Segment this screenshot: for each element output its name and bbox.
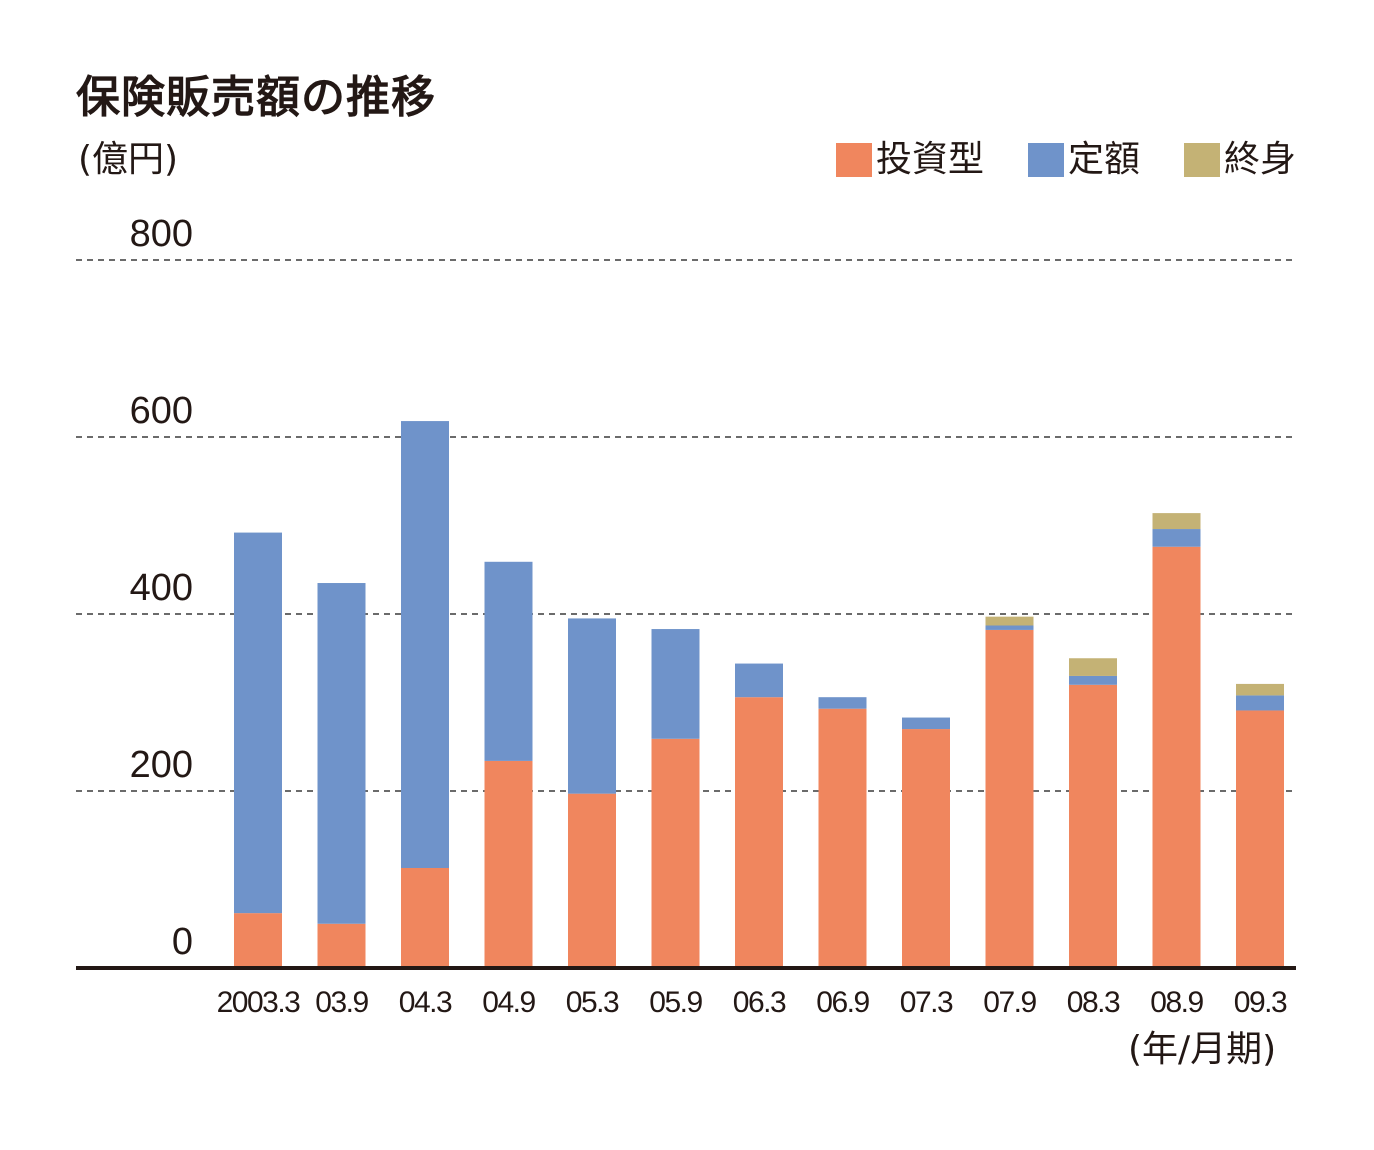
bar-segment-investment xyxy=(484,760,533,968)
bar-segment-fixed xyxy=(1236,695,1284,711)
legend-swatch-fixed xyxy=(1027,142,1064,177)
bar-segment-investment xyxy=(651,738,700,968)
x-tick-label: 09.3 xyxy=(1234,986,1287,1019)
y-tick-label: 600 xyxy=(130,390,193,432)
legend-label-investment: 投資型 xyxy=(875,139,984,180)
bar-segment-fixed xyxy=(317,583,366,924)
x-axis-ticks: 2003.3 03.9 04.3 04.9 05.3 05.9 06.3 06.9 07.3 07… xyxy=(217,986,1289,1019)
bar-segment-fixed xyxy=(651,629,700,739)
y-axis-unit: (億円) xyxy=(78,139,179,180)
legend-item-fixed: 定額 xyxy=(1027,139,1140,180)
bar-segment-whole-life xyxy=(1069,658,1117,676)
x-tick-label: 07.3 xyxy=(900,986,953,1019)
x-tick-label: 2003.3 xyxy=(217,986,301,1019)
x-tick-label: 05.3 xyxy=(566,986,619,1019)
x-tick-label: 06.3 xyxy=(733,986,786,1019)
bar-segment-investment xyxy=(401,867,449,968)
legend: 投資型 定額 終身 xyxy=(835,139,1296,180)
y-axis-ticks: 0 200 400 600 800 xyxy=(130,213,193,963)
x-tick-label: 07.9 xyxy=(983,986,1036,1019)
bar-segment-fixed xyxy=(985,625,1034,630)
legend-item-whole-life: 終身 xyxy=(1183,139,1296,180)
x-tick-label: 08.9 xyxy=(1150,986,1203,1019)
legend-swatch-investment xyxy=(835,142,872,177)
y-tick-label: 800 xyxy=(130,213,193,255)
x-axis-unit: (年/月期) xyxy=(1128,1029,1277,1070)
bar-segment-investment xyxy=(1152,546,1201,968)
bar-segment-whole-life xyxy=(985,616,1034,626)
bars xyxy=(234,421,1284,968)
bar-segment-investment xyxy=(1236,710,1284,968)
bar-segment-fixed xyxy=(735,663,783,698)
bar-segment-investment xyxy=(1069,684,1117,968)
chart-title: 保険販売額の推移 xyxy=(76,72,436,123)
x-tick-label: 05.9 xyxy=(649,986,702,1019)
bar-segment-investment xyxy=(317,923,366,968)
y-tick-label: 0 xyxy=(172,921,193,963)
x-tick-label: 04.3 xyxy=(399,986,452,1019)
bar-segment-fixed xyxy=(484,561,533,761)
y-tick-label: 200 xyxy=(130,744,193,786)
bar-segment-fixed xyxy=(818,697,867,709)
x-tick-label: 03.9 xyxy=(315,986,368,1019)
bar-segment-fixed xyxy=(1069,675,1117,685)
legend-label-fixed: 定額 xyxy=(1067,139,1140,180)
bar-segment-investment xyxy=(234,913,282,968)
x-tick-label: 06.9 xyxy=(816,986,869,1019)
x-tick-label: 04.9 xyxy=(482,986,535,1019)
bar-segment-investment xyxy=(902,729,950,968)
bar-segment-investment xyxy=(735,697,783,968)
legend-swatch-whole-life xyxy=(1183,142,1220,177)
bar-segment-whole-life xyxy=(1236,683,1284,696)
legend-label-whole-life: 終身 xyxy=(1223,139,1296,180)
legend-item-investment: 投資型 xyxy=(835,139,984,180)
bar-segment-investment xyxy=(985,629,1034,968)
bar-segment-fixed xyxy=(401,421,449,868)
bar-segment-fixed xyxy=(902,717,950,730)
bar-segment-fixed xyxy=(1152,529,1201,547)
bar-segment-investment xyxy=(818,708,867,968)
y-tick-label: 400 xyxy=(130,567,193,609)
bar-segment-fixed xyxy=(234,532,282,914)
bar-segment-investment xyxy=(568,793,616,968)
bar-segment-whole-life xyxy=(1152,513,1201,530)
x-tick-label: 08.3 xyxy=(1067,986,1120,1019)
bar-segment-fixed xyxy=(568,618,616,794)
